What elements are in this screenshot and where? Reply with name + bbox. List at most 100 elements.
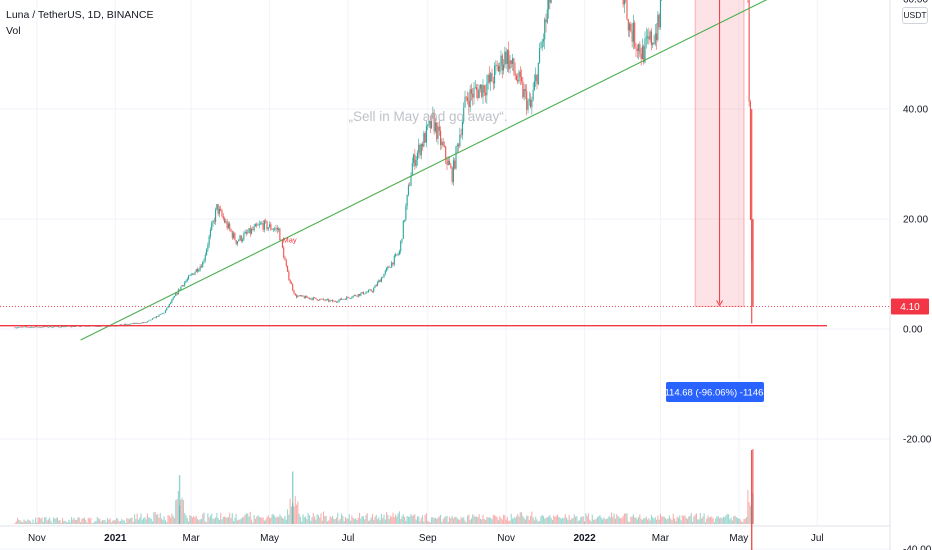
candle-body (636, 48, 638, 52)
volume-bar (545, 517, 547, 524)
volume-bar (470, 518, 472, 524)
candle-body (294, 293, 296, 296)
candle-body (51, 327, 53, 328)
trendline[interactable] (80, 0, 791, 341)
candle-body (528, 99, 530, 101)
volume-bar (170, 517, 172, 524)
volume-bar (591, 514, 593, 524)
volume-bar (136, 513, 138, 524)
candle-body (483, 85, 485, 93)
candle-body (329, 300, 331, 302)
volume-bar (510, 513, 512, 524)
candle-body (343, 298, 345, 300)
volume-bar (208, 517, 210, 524)
price-axis[interactable]: 120.00100.0080.0060.0040.0020.000.00-20.… (903, 0, 932, 550)
volume-bar (100, 521, 102, 524)
candle-body (469, 89, 471, 108)
volume-bar (693, 516, 695, 524)
time-axis[interactable]: Nov 2021 Mar May Jul Sep Nov 2022 Mar May Jul (28, 533, 824, 544)
volume-bar (299, 516, 301, 524)
candle-body (218, 208, 220, 214)
candle-body (234, 233, 236, 241)
volume-bar (569, 519, 571, 524)
volume-bar (698, 519, 700, 524)
volume-bar (743, 518, 745, 524)
volume-bar (553, 515, 555, 524)
may-label-2021[interactable]: May (282, 236, 296, 245)
x-tick-label: Nov (28, 533, 46, 544)
volume-bar (46, 520, 48, 524)
volume-bar (589, 519, 591, 524)
volume-bar (44, 517, 46, 524)
volume-bar (58, 520, 60, 524)
candle-body (459, 134, 461, 147)
volume-bar (213, 518, 215, 524)
volume-indicator-label[interactable]: Vol (6, 25, 21, 37)
volume-bar (239, 519, 241, 524)
volume-bar (275, 517, 277, 524)
candle-body (193, 273, 195, 275)
candle-body (38, 326, 40, 328)
volume-bar (675, 521, 677, 524)
volume-bar (737, 517, 739, 524)
volume-bar (328, 520, 330, 524)
volume-bar (697, 519, 699, 524)
candle-body (368, 290, 370, 292)
volume-spike (292, 471, 294, 524)
volume-bar (290, 506, 292, 524)
candle-body (245, 231, 247, 234)
volume-bar (56, 517, 58, 524)
candle-body (476, 87, 478, 91)
candle-body (211, 223, 213, 231)
volume-bar (320, 513, 322, 524)
volume-bar (666, 519, 668, 524)
volume-bar (371, 513, 373, 524)
volume-bar (389, 515, 391, 524)
volume-bar (87, 517, 89, 524)
volume-bar (600, 517, 602, 524)
candle-body (328, 299, 330, 302)
volume-bar (650, 514, 652, 524)
candle-body (320, 299, 322, 300)
volume-bar (64, 520, 66, 524)
volume-bar (612, 517, 614, 524)
quote-annotation[interactable]: „Sell in May and go away“. (348, 109, 507, 124)
volume-bar (28, 520, 30, 524)
volume-bar (404, 516, 406, 524)
volume-bar (634, 517, 636, 524)
volume-bar (171, 513, 173, 524)
candle-body (405, 205, 407, 220)
candle-body (350, 298, 352, 299)
volume-bar (361, 516, 363, 524)
candle-body (146, 321, 148, 323)
volume-bar (397, 513, 399, 524)
candle-body (98, 326, 100, 327)
volume-bar (425, 513, 427, 524)
volume-bar (706, 518, 708, 524)
symbol-title[interactable]: Luna / TetherUS, 1D, BINANCE (6, 9, 154, 21)
volume-bar (36, 522, 38, 524)
volume-bar (325, 516, 327, 524)
y-tick-label: 20.00 (903, 215, 928, 226)
volume-bar (343, 521, 345, 524)
volume-bar (643, 518, 645, 524)
volume-bar (469, 519, 471, 524)
volume-bar (369, 519, 371, 524)
volume-bar (674, 518, 676, 524)
volume-bar (647, 519, 649, 524)
volume-bar (15, 521, 17, 524)
candle-body (317, 300, 319, 301)
volume-bar (37, 517, 39, 524)
volume-bar (222, 516, 224, 524)
volume-bar (60, 522, 62, 524)
currency-button[interactable]: USDT (902, 7, 928, 24)
candle-body (126, 323, 128, 325)
candle-body (473, 88, 475, 98)
volume-bar (199, 519, 201, 524)
candle-body (623, 0, 625, 5)
volume-bar (23, 519, 25, 524)
candle-body (33, 327, 35, 328)
volume-bar (212, 518, 214, 524)
volume-bar (296, 504, 298, 524)
